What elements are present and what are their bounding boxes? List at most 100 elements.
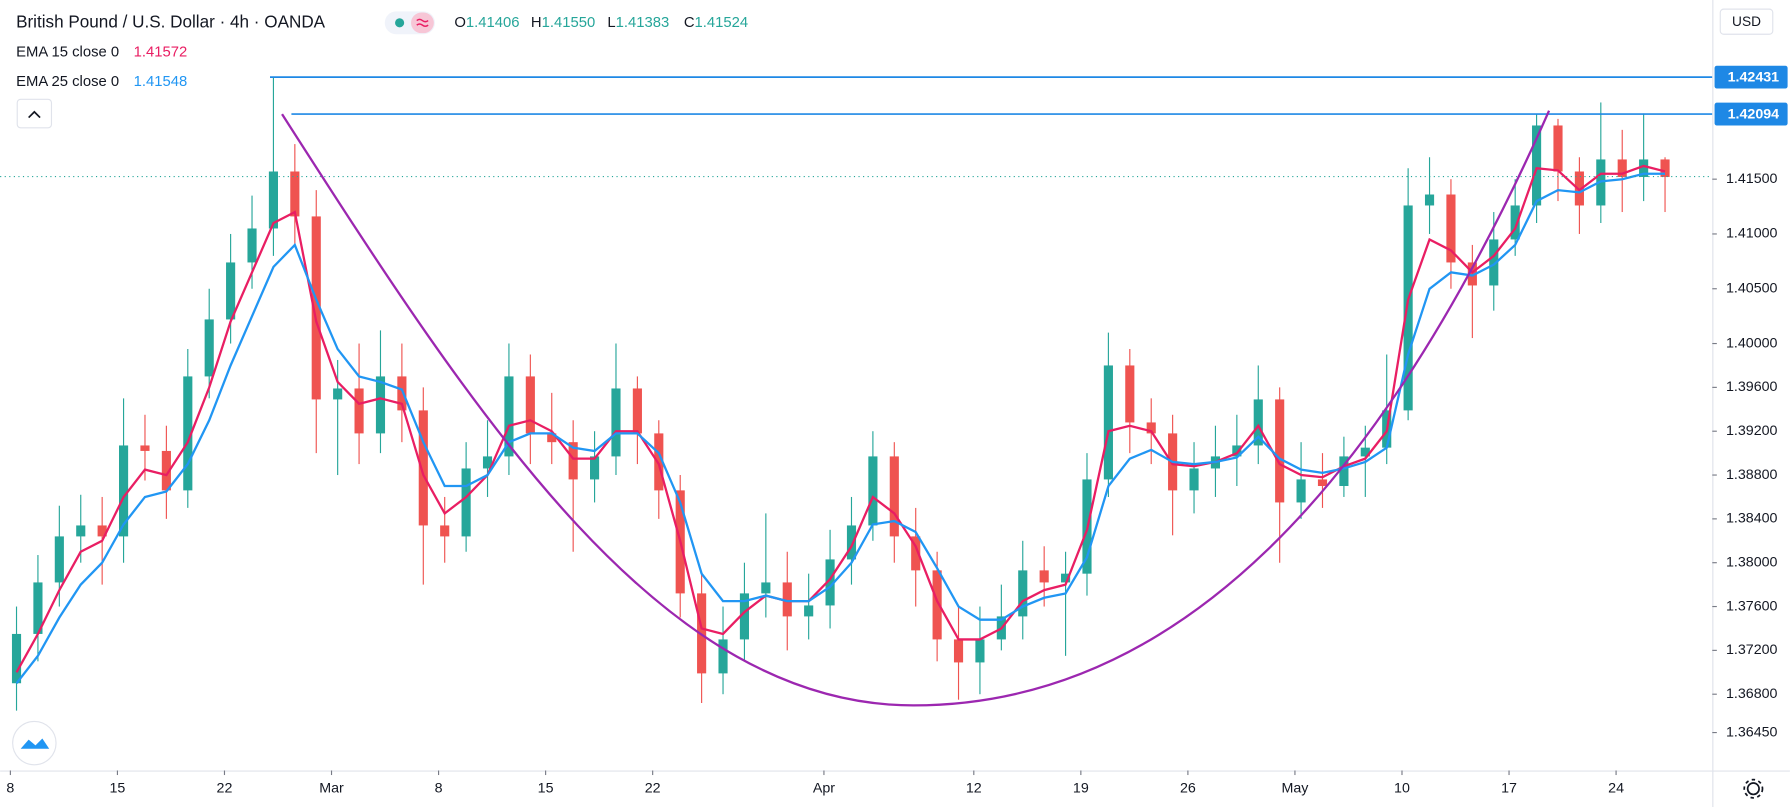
y-tick-label: 1.39600 (1726, 379, 1778, 395)
y-tick-label: 1.40000 (1726, 335, 1778, 351)
y-tick-label: 1.36450 (1726, 724, 1778, 740)
candle-body (1660, 159, 1670, 177)
header-icons (384, 11, 435, 35)
candle-body (1146, 422, 1156, 434)
ohlc-header: O1.41406 H1.41550 L1.41383 C1.41524 (454, 15, 748, 31)
logo-icon (20, 738, 50, 749)
candle-body (11, 633, 22, 684)
candle-body (268, 171, 278, 229)
logo-button[interactable] (12, 720, 57, 766)
candle-body (1275, 399, 1285, 503)
candle-body (868, 456, 878, 526)
candle-body (354, 388, 364, 434)
candle-body (590, 456, 600, 480)
candle-body (1339, 456, 1349, 486)
level-price-box (1714, 102, 1788, 126)
candle-body (440, 525, 450, 537)
x-tick-label: 19 (1073, 781, 1089, 797)
candle-body (226, 262, 236, 320)
ema-line (15, 172, 1666, 684)
collapse-button[interactable] (16, 98, 53, 129)
candle-body (1317, 479, 1328, 486)
delay-badge (411, 12, 434, 34)
x-tick-label: 24 (1608, 781, 1624, 797)
y-tick-label: 1.41500 (1726, 171, 1778, 187)
currency-button[interactable] (1719, 8, 1774, 35)
candle-body (1617, 159, 1627, 177)
candle-body (397, 376, 407, 411)
candle-body (911, 536, 921, 571)
settings-icon (1746, 782, 1760, 796)
candle-body (418, 410, 428, 526)
candle-body (333, 388, 343, 400)
y-tick-label: 1.37200 (1726, 642, 1778, 658)
candle-body (804, 605, 814, 617)
legend-name: EMA 25 close 0 (16, 74, 119, 90)
candle-body (1574, 171, 1584, 206)
delay-icon (416, 18, 429, 27)
candle-body (311, 216, 321, 400)
candle-body (932, 570, 942, 640)
candle-body (1489, 239, 1499, 286)
candle-body (1510, 205, 1520, 240)
currency-label: USD (1732, 14, 1761, 29)
candle-body (953, 639, 964, 663)
x-tick-label: 15 (538, 781, 554, 797)
ohlc-value: 1.41524 (695, 15, 749, 31)
candle-body (739, 593, 750, 640)
x-tick-label: Mar (319, 781, 344, 797)
candle-body (1403, 205, 1413, 411)
market-open-dot (395, 18, 405, 28)
ema-line (15, 164, 1666, 673)
settings-icon-teeth (1743, 778, 1764, 799)
candle-body (1061, 573, 1071, 583)
level-price-label: 1.42431 (1728, 69, 1780, 85)
candle-body (183, 376, 193, 491)
candle-body (525, 376, 535, 434)
candle-body (375, 376, 386, 434)
candle-body (718, 639, 728, 674)
x-tick-label: 15 (109, 781, 125, 797)
candle-body (1532, 125, 1542, 206)
candle-body (161, 450, 171, 491)
cup-pattern-curve (281, 110, 1551, 707)
x-tick-label: 8 (435, 781, 443, 797)
candle-body (247, 228, 257, 263)
candle-body (1232, 445, 1242, 457)
x-tick-label: 26 (1180, 781, 1196, 797)
level-price-label: 1.42094 (1728, 106, 1780, 122)
ohlc-prefix: O (454, 15, 466, 31)
candle-body (1296, 479, 1306, 503)
y-tick-label: 1.36800 (1726, 686, 1778, 702)
candle-body (568, 442, 578, 480)
y-tick-label: 1.39200 (1726, 423, 1778, 439)
candle-body (1253, 399, 1263, 446)
candle-body (33, 582, 43, 634)
settings-button[interactable] (1743, 778, 1764, 799)
x-tick-label: 10 (1394, 781, 1410, 797)
x-tick-label: May (1281, 781, 1309, 797)
candle-body (119, 445, 129, 537)
x-tick-label: 22 (645, 781, 661, 797)
candle-body (654, 433, 664, 491)
candle-body (825, 559, 835, 606)
candle-body (611, 388, 621, 457)
plot-area (0, 76, 1713, 711)
candle-body (1639, 159, 1649, 177)
x-tick-label: 17 (1501, 781, 1517, 797)
candle-body (889, 456, 899, 537)
level-price-box (1714, 65, 1788, 89)
candle-body (761, 582, 771, 594)
y-tick-label: 1.41000 (1726, 226, 1778, 242)
candle-body (504, 376, 514, 457)
candle-body (782, 582, 792, 617)
indicator-legend: EMA 15 close 0 1.41572 EMA 25 close 0 1.415… (16, 44, 187, 90)
candle-body (54, 536, 64, 583)
candle-body (1424, 194, 1435, 206)
ohlc-value: 1.41550 (542, 15, 596, 31)
candle-body (290, 171, 300, 217)
candle-body (97, 525, 107, 537)
